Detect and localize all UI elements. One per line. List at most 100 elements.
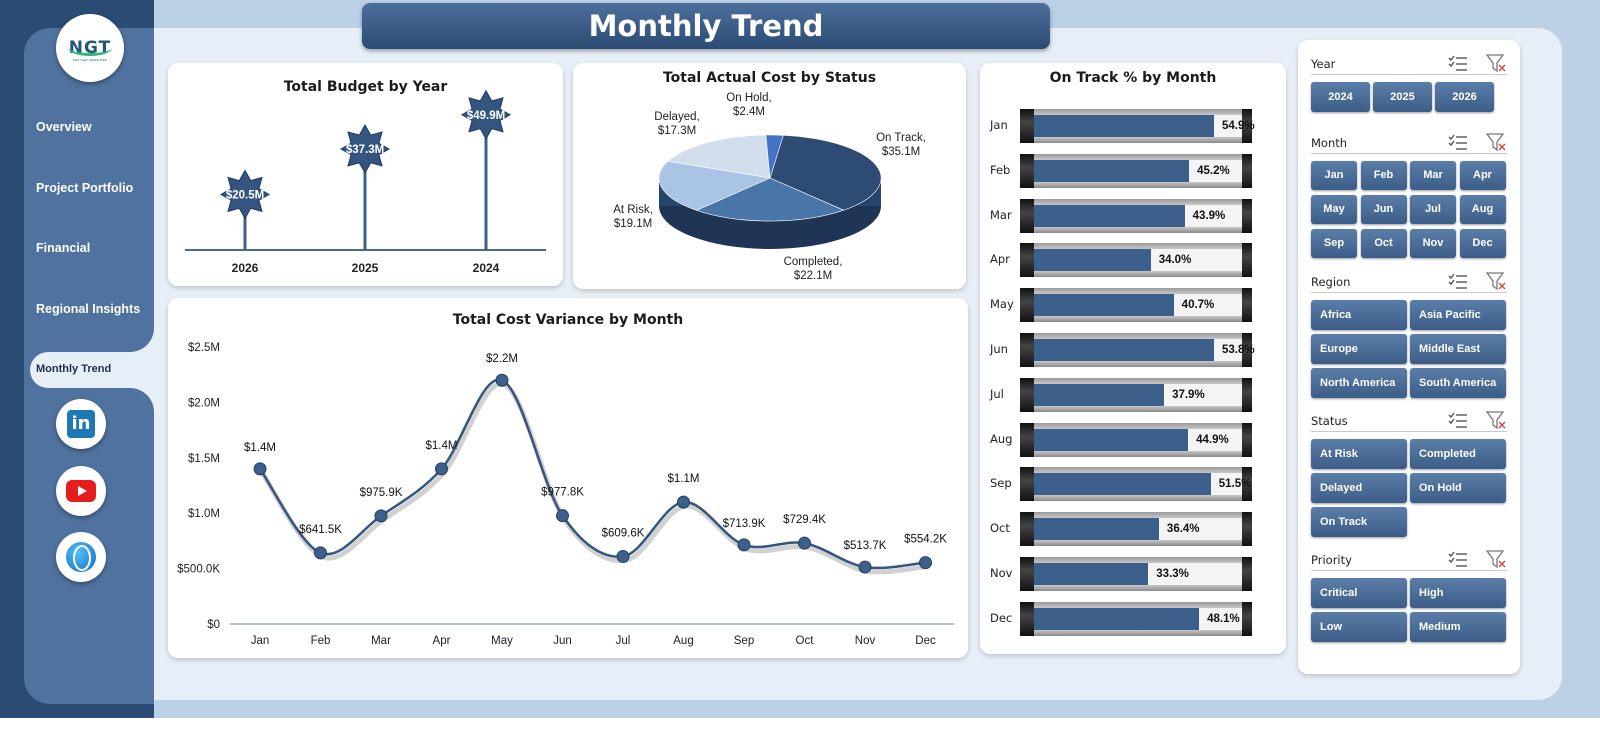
pie-label-value: $2.4M: [733, 106, 765, 118]
variance-month-label: Oct: [796, 635, 815, 647]
ontrack-bar-cap: [1242, 467, 1252, 502]
ontrack-row: Dec 48.1%: [980, 600, 1280, 636]
ontrack-bar-cap: [1020, 467, 1034, 502]
variance-point: [677, 495, 690, 509]
budget-data-label: $49.9M: [467, 110, 505, 122]
ontrack-bar-cap: [1020, 512, 1034, 547]
clear-filter-icon[interactable]: [1485, 132, 1507, 152]
slicer-region-option[interactable]: Africa: [1311, 300, 1407, 330]
nav-monthly-trend[interactable]: Monthly Trend: [30, 352, 154, 388]
ontrack-bar-inner: 45.2%: [1034, 159, 1242, 182]
variance-data-label: $2.2M: [486, 353, 518, 365]
slicer-month-option[interactable]: Aug: [1459, 195, 1506, 224]
variance-data-label: $1.4M: [244, 442, 276, 454]
slicer-status-option[interactable]: Delayed: [1311, 473, 1407, 503]
ontrack-card-title: On Track % by Month: [1049, 70, 1217, 86]
ontrack-data-label: 44.9%: [1196, 433, 1229, 446]
website-button[interactable]: [56, 532, 106, 582]
slicer-year-option[interactable]: 2025: [1373, 82, 1432, 112]
variance-data-label: $554.2K: [904, 534, 947, 546]
ontrack-row: Apr 34.0%: [980, 241, 1280, 278]
multi-select-icon[interactable]: [1447, 53, 1469, 73]
clear-filter-icon[interactable]: [1485, 549, 1507, 569]
multi-select-icon[interactable]: [1447, 132, 1469, 152]
ontrack-row: Mar 43.9%: [980, 197, 1280, 233]
variance-month-label: Feb: [311, 635, 331, 647]
variance-data-label: $729.4K: [783, 514, 826, 526]
pie-label-name: On Hold,: [726, 92, 771, 104]
status-pie-chart: On Track, $35.1M Completed, $22.1M At Risk, $…: [613, 92, 926, 282]
ontrack-bar-fill: [1034, 159, 1190, 182]
slicer-year-option[interactable]: 2026: [1435, 82, 1494, 112]
ontrack-bar-inner: 40.7%: [1034, 294, 1242, 317]
slicer-region-option[interactable]: North America: [1311, 368, 1407, 398]
multi-select-icon[interactable]: [1447, 549, 1469, 569]
logo-subtext: NEXT GEN TEMPLATES: [73, 58, 107, 62]
nav-financial[interactable]: Financial: [36, 241, 91, 255]
pie-label-name: Delayed,: [654, 111, 699, 123]
nav-project-portfolio[interactable]: Project Portfolio: [36, 181, 134, 195]
youtube-button[interactable]: [56, 466, 106, 516]
slicer-priority-option[interactable]: Low: [1311, 612, 1407, 642]
ontrack-bar-track: 33.3%: [1020, 557, 1252, 591]
slicer-status-option[interactable]: Completed: [1410, 439, 1506, 469]
multi-select-icon[interactable]: [1447, 410, 1469, 430]
ontrack-bar-cap: [1020, 243, 1034, 278]
slicer-month-option[interactable]: Oct: [1360, 229, 1407, 258]
ontrack-month-label: Jan: [990, 118, 1008, 132]
ontrack-bar-inner: 44.9%: [1034, 428, 1242, 451]
budget-card-title: Total Budget by Year: [283, 79, 448, 95]
slicer-priority-option[interactable]: Medium: [1410, 612, 1506, 642]
slicer-status-option[interactable]: On Hold: [1410, 473, 1506, 503]
slicer-month-option[interactable]: May: [1311, 195, 1357, 224]
slicer-month-option[interactable]: Dec: [1459, 229, 1506, 258]
clear-filter-icon[interactable]: [1485, 53, 1507, 73]
multi-select-icon[interactable]: [1447, 271, 1469, 291]
status-card: Total Actual Cost by Status On Track, $35…: [573, 63, 966, 289]
slicer-month-option[interactable]: Jul: [1410, 195, 1456, 224]
slicer-month-option[interactable]: Jan: [1311, 161, 1357, 190]
ontrack-bar-inner: 53.8%: [1034, 339, 1255, 361]
ontrack-bar-cap: [1020, 333, 1034, 367]
slicer-status-option[interactable]: On Track: [1311, 507, 1407, 537]
ontrack-bar-cap: [1020, 198, 1034, 233]
ontrack-bar-inner: 33.3%: [1034, 563, 1242, 585]
slicer-month-option[interactable]: Mar: [1410, 161, 1456, 190]
slicer-year-title: Year: [1311, 57, 1336, 71]
ontrack-row: Jun 53.8%: [980, 331, 1280, 367]
ontrack-data-label: 48.1%: [1207, 612, 1240, 625]
slicer-month-option[interactable]: Nov: [1410, 229, 1456, 258]
ontrack-bar-cap: [1242, 557, 1252, 591]
ontrack-bar-fill: [1034, 518, 1159, 541]
slicer-month-option[interactable]: Apr: [1459, 161, 1506, 190]
pie-label-value: $17.3M: [658, 125, 696, 137]
slicer-month-option[interactable]: Feb: [1360, 161, 1407, 190]
ontrack-bar-inner: 34.0%: [1034, 249, 1242, 272]
slicer-region-option[interactable]: Middle East: [1410, 334, 1506, 364]
ontrack-bar-cap: [1242, 512, 1252, 547]
ontrack-data-label: 40.7%: [1181, 299, 1215, 312]
ontrack-bar-fill: [1034, 428, 1189, 451]
ontrack-month-label: Mar: [990, 207, 1012, 222]
slicer-region-option[interactable]: Europe: [1311, 334, 1407, 364]
slicer-status-option[interactable]: At Risk: [1311, 439, 1407, 469]
variance-data-label: $977.8K: [541, 487, 584, 499]
slicer-region-title: Region: [1311, 275, 1351, 289]
slicer-priority-option[interactable]: Critical: [1311, 578, 1407, 608]
slicer-region-option[interactable]: Asia Pacific: [1410, 300, 1506, 330]
nav-regional-insights[interactable]: Regional Insights: [36, 302, 141, 316]
linkedin-button[interactable]: in: [56, 399, 106, 449]
slicer-priority-header: Priority: [1311, 549, 1507, 571]
slicer-year-option[interactable]: 2024: [1311, 82, 1370, 112]
clear-filter-icon[interactable]: [1485, 410, 1507, 430]
slicer-region-option[interactable]: South America: [1410, 368, 1506, 398]
slicer-month-option[interactable]: Sep: [1311, 229, 1357, 258]
budget-star-marker: [219, 169, 271, 220]
slicer-priority-option[interactable]: High: [1410, 578, 1506, 608]
clear-filter-icon[interactable]: [1485, 271, 1507, 291]
ontrack-bar-fill: [1034, 563, 1149, 585]
slicer-month-option[interactable]: Jun: [1360, 195, 1407, 224]
budget-chart: $20.5M 2026 $37.3M 2025 $49.9M 2024: [185, 89, 546, 275]
nav-overview[interactable]: Overview: [36, 120, 92, 134]
variance-point: [616, 549, 630, 563]
